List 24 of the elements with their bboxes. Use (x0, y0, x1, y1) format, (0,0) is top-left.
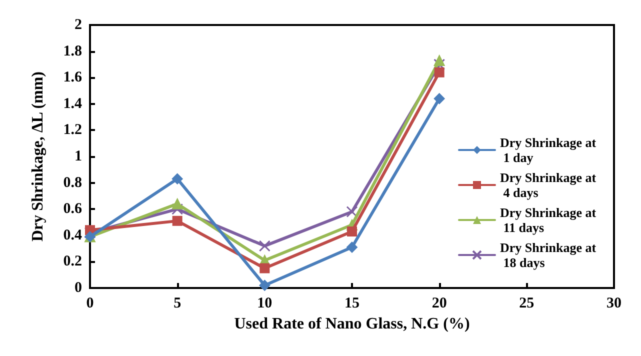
y-tick-label: 1.2 (63, 122, 82, 138)
y-tick-label: 0.8 (63, 174, 82, 191)
y-tick-label: 1.4 (63, 96, 82, 112)
legend-label: Dry Shrinkage at 1 day (500, 135, 597, 165)
y-tick-label: 0.6 (63, 201, 82, 218)
y-tick-label: 1.8 (63, 43, 82, 60)
y-tick-label: 1 (74, 148, 82, 164)
legend-label: Dry Shrinkage at 18 days (500, 240, 597, 270)
y-axis-title: Dry Shrinkage, ΔL (mm) (30, 71, 46, 242)
x-tick-label: 20 (432, 296, 447, 312)
x-axis-title: Used Rate of Nano Glass, N.G (%) (234, 316, 470, 332)
legend-label: Dry Shrinkage at 4 days (500, 170, 597, 200)
x-tick-label: 5 (174, 296, 182, 312)
x-tick-label: 30 (606, 296, 622, 312)
y-tick-label: 0.2 (63, 254, 82, 270)
legend-label: Dry Shrinkage at 11 days (500, 205, 597, 235)
x-tick-label: 25 (519, 296, 534, 312)
y-tick-label: 2 (74, 17, 82, 33)
x-tick-label: 0 (86, 296, 94, 312)
y-tick-label: 0 (74, 280, 82, 296)
x-tick-label: 15 (344, 296, 360, 312)
x-tick-label: 10 (257, 296, 272, 312)
y-tick-label: 0.4 (63, 227, 82, 244)
y-tick-label: 1.6 (63, 70, 82, 86)
